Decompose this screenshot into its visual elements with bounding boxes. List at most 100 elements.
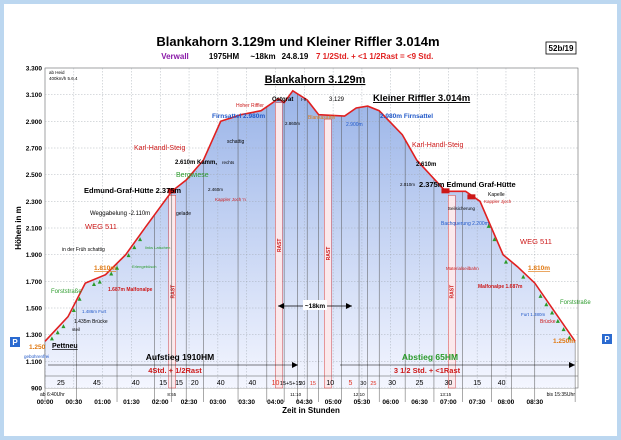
firnsattel-right: 2.980m Firnsattel xyxy=(380,113,433,120)
duration-label: 20 xyxy=(299,381,305,387)
x-tick-label: 06:00 xyxy=(382,399,399,406)
legend-note-2: 400km/h 5.6.4 xyxy=(49,76,78,81)
in-der-fruh-label: in der Früh schattig xyxy=(62,247,105,253)
small-2010: 2.010m xyxy=(400,182,415,187)
start-time-note: ab 6:40Uhr xyxy=(40,392,65,398)
tree-marker xyxy=(126,253,131,258)
hut-marker xyxy=(441,188,450,194)
tree-marker xyxy=(561,327,566,332)
furt-left: 1.486m Furt xyxy=(82,309,107,314)
y-tick-label: 1.900 xyxy=(26,252,43,259)
forststrasse-right: Forststraße xyxy=(560,300,591,306)
weggabelung-label: Weggabelung -2.110m xyxy=(90,211,150,217)
ascent-arrow-head xyxy=(292,362,298,368)
duration-label: 25 xyxy=(370,381,376,387)
furt-right: Furt 1.380m xyxy=(521,312,546,317)
x-tick-label: 07:00 xyxy=(440,399,457,406)
hut-marker xyxy=(467,194,476,200)
page-badge-box xyxy=(545,41,577,55)
x-tick-label: 03:30 xyxy=(238,399,255,406)
x-tick-label: 00:30 xyxy=(65,399,82,406)
parking-right-icon: P xyxy=(604,335,610,344)
elev-1250-left: 1.250 xyxy=(29,344,46,351)
tree-marker xyxy=(97,279,102,284)
kappler-joch-right: Kappler Jjoch xyxy=(484,199,512,204)
duration-label: 30 xyxy=(360,381,366,387)
y-tick-label: 2.300 xyxy=(26,199,43,206)
duration-label: 40 xyxy=(498,380,506,387)
aux-time-label: 12:10 xyxy=(353,392,365,397)
tree-marker xyxy=(138,237,143,242)
karl-handl-right: Karl-Handl-Steig xyxy=(412,142,463,149)
gebuhrenfrei-label: gebührenfrei xyxy=(24,354,49,359)
seilsicherung-label: Seilsicherung xyxy=(448,206,476,211)
weg-511-left: WEG 511 xyxy=(85,222,117,231)
x-tick-label: 01:30 xyxy=(123,399,140,406)
malfonalpe-right: Malfonalpe 1.687m xyxy=(478,284,523,290)
summit-riffler: Kleiner Riffler 3.014m xyxy=(373,93,470,104)
tree-marker xyxy=(544,302,549,307)
y-tick-label: 1.100 xyxy=(26,359,43,366)
erlengebusch-label: Erlengebüsch xyxy=(132,264,156,269)
tree-marker xyxy=(61,324,66,329)
y-tick-label: 3.300 xyxy=(26,66,43,73)
y-tick-label: 3.100 xyxy=(26,92,43,99)
hutte-right: 2.375m Edmund Graf-Hütte xyxy=(419,180,516,189)
malfonalpe-left: 1.687m Malfonalpe xyxy=(108,287,153,293)
tree-marker xyxy=(521,274,526,279)
duration-label: 40 xyxy=(132,380,140,387)
tree-marker xyxy=(71,307,76,312)
duration-label: 30 xyxy=(388,380,396,387)
duration-label: 10 xyxy=(326,380,334,387)
duration-label: 10 xyxy=(272,380,280,387)
tree-marker xyxy=(77,296,82,301)
page-badge: 52b/19 xyxy=(549,44,574,53)
tree-marker xyxy=(503,259,508,264)
distance-arrow-head-right xyxy=(346,303,352,309)
duration-label: 40 xyxy=(217,380,225,387)
y-tick-label: 2.900 xyxy=(26,119,43,126)
tree-marker xyxy=(109,271,114,276)
duration-label: 15+5+15 xyxy=(280,381,302,387)
weg-511-right: WEG 511 xyxy=(520,237,552,246)
tree-marker xyxy=(49,336,54,341)
y-tick-label: 2.100 xyxy=(26,226,43,233)
duration-label: 30 xyxy=(444,380,452,387)
tree-marker xyxy=(492,237,497,242)
duration-label: 25 xyxy=(416,380,424,387)
rast-label: RAST xyxy=(450,285,456,299)
phase-lines xyxy=(44,93,576,402)
rast-band xyxy=(275,102,283,389)
y-axis-label: Höhen in m xyxy=(14,206,23,250)
x-tick-label: 05:30 xyxy=(354,399,371,406)
legend-note-1: ab Heid xyxy=(49,70,65,75)
kapelle-label: Kapelle xyxy=(488,192,505,198)
x-tick-label: 02:00 xyxy=(152,399,169,406)
aux-time-labels: 8:55 11:10 12:10 13:15 xyxy=(167,392,451,397)
x-axis-ticks: 00:00 00:30 01:00 01:30 02:00 02:30 03:00 03:30… xyxy=(37,399,544,406)
duration-label: 15 xyxy=(159,380,167,387)
tree-marker xyxy=(567,335,572,340)
y-tick-label: 2.500 xyxy=(26,172,43,179)
rast-label: RAST xyxy=(277,239,283,253)
x-axis-label: Zeit in Stunden xyxy=(282,406,340,415)
rast-label: RAST xyxy=(326,247,332,261)
tree-marker xyxy=(115,265,120,270)
subtitle-region: Verwall xyxy=(161,52,189,61)
tree-marker xyxy=(486,223,491,228)
distance-arrow-head-left xyxy=(278,303,284,309)
descent-time: 3 1/2 Std. + <1Rast xyxy=(394,366,461,375)
duration-label: 45 xyxy=(93,380,101,387)
distance-label-bg xyxy=(303,300,327,310)
end-time-note: bis 15:35Uhr xyxy=(547,392,576,398)
brucke-right: Brücke xyxy=(540,319,556,325)
duration-label: 15 xyxy=(175,380,183,387)
y-tick-label: 900 xyxy=(31,386,42,393)
ostgrat-label: Ostgrat xyxy=(272,97,293,103)
duration-label: 5 xyxy=(348,380,352,387)
kamm-right: 2.610m xyxy=(416,162,436,168)
rast-band xyxy=(324,118,332,389)
subtitle-date: 24.8.19 xyxy=(282,52,309,61)
x-tick-label: 08:30 xyxy=(526,399,543,406)
